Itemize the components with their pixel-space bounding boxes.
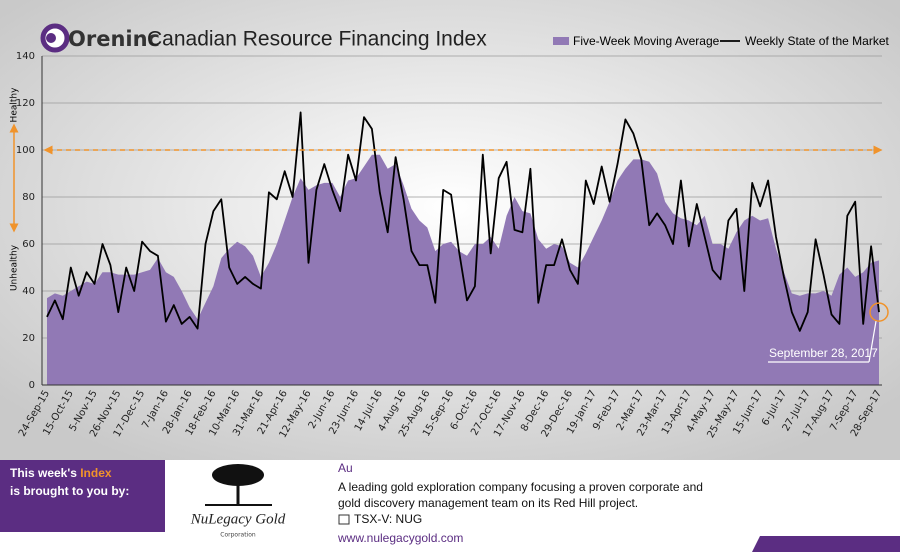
sponsor-url[interactable]: www.nulegacygold.com (337, 531, 463, 545)
annotation-text: September 28, 2017 (769, 346, 878, 360)
area-series (47, 154, 879, 385)
legend-swatch (553, 37, 569, 45)
sponsor-intro-2: is brought to you by: (10, 484, 129, 498)
sponsor-ticker: TSX-V: NUG (354, 512, 422, 526)
annotation-leader (868, 321, 877, 363)
y-tick-label: 60 (22, 239, 35, 250)
annotation-circle (869, 302, 889, 322)
ticker-icon (338, 514, 350, 525)
axis-note-bottom: Unhealthy (10, 244, 20, 291)
brand: Oreninc (68, 27, 160, 51)
brand-logo-dot (46, 33, 56, 43)
legend-label: Five-Week Moving Average (573, 34, 720, 48)
y-tick-label: 100 (16, 145, 35, 156)
y-tick-label: 140 (16, 51, 35, 62)
y-tick-label: 40 (22, 286, 35, 297)
sponsor-symbol: Au (338, 461, 353, 475)
sponsor-company-sub: Corporation (220, 532, 256, 539)
sponsor-box (0, 460, 165, 532)
y-tick-label: 80 (22, 192, 35, 203)
sponsor-intro: This week's Index (10, 466, 112, 480)
intro-index: Index (80, 466, 112, 480)
chart-title: Canadian Resource Financing Index (147, 28, 487, 51)
sponsor-logo (205, 464, 272, 506)
y-tick-label: 20 (22, 333, 35, 344)
intro-text: This week's (10, 466, 80, 480)
legend-label: Weekly State of the Market (745, 34, 890, 48)
sponsor-description: A leading gold exploration company focus… (338, 480, 703, 494)
y-tick-label: 0 (29, 380, 35, 391)
axis-note-top: Healthy (10, 87, 20, 123)
footer-bar (752, 536, 900, 552)
line-series (46, 111, 880, 332)
y-tick-label: 120 (16, 98, 35, 109)
sponsor-company: NuLegacy Gold (190, 511, 286, 527)
sponsor-description: gold discovery management team on its Re… (338, 496, 638, 510)
